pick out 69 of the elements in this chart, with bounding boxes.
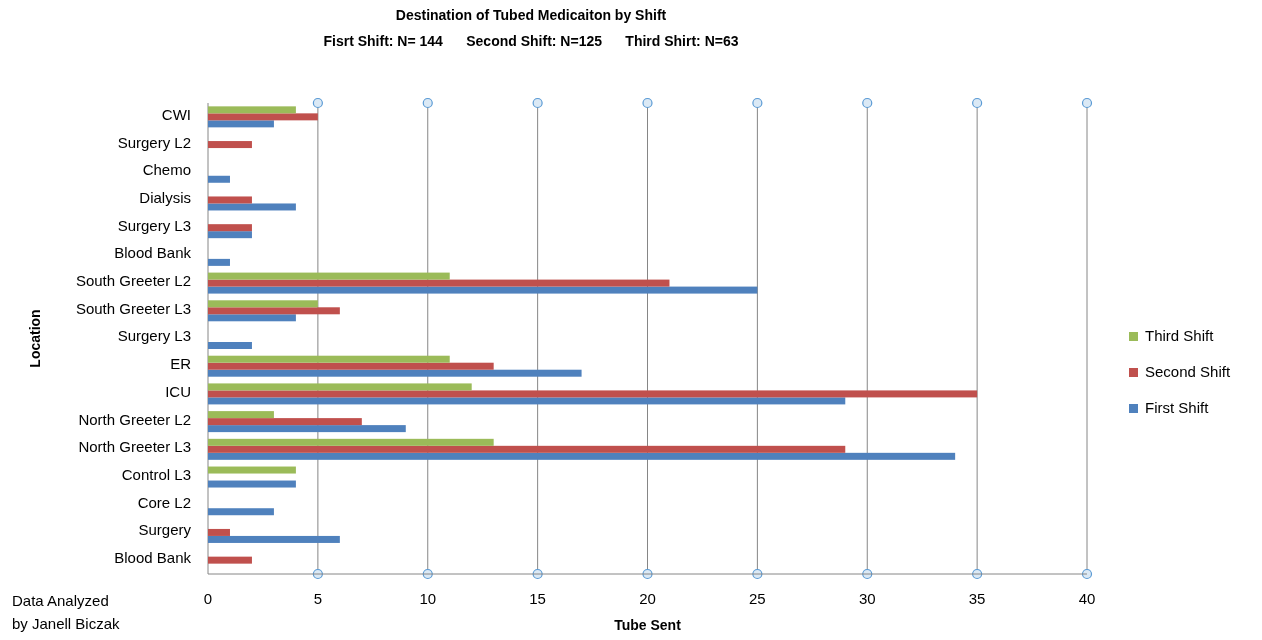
- bar: [208, 411, 274, 419]
- y-tick-label: CWI: [161, 105, 191, 123]
- bar: [208, 452, 956, 460]
- bar: [208, 231, 252, 239]
- bar: [208, 480, 296, 488]
- bar: [208, 342, 252, 349]
- bar: [208, 535, 340, 543]
- bar: [208, 120, 274, 128]
- bar: [208, 113, 318, 121]
- bar: [208, 300, 318, 308]
- bar: [208, 362, 494, 370]
- bar: [208, 355, 450, 363]
- bar: [208, 286, 758, 294]
- y-tick-label: Surgery L3: [117, 216, 191, 234]
- x-tick-label: 40: [1078, 590, 1096, 607]
- bar: [208, 196, 252, 204]
- bar: [208, 141, 252, 149]
- y-tick-label: Core L2: [137, 493, 191, 511]
- y-tick-label: Dialysis: [139, 188, 191, 206]
- bar: [208, 203, 296, 211]
- bar: [208, 224, 252, 232]
- y-tick-label: South Greeter L3: [75, 299, 191, 317]
- bar: [208, 258, 230, 266]
- bar: [208, 314, 296, 322]
- bar: [208, 508, 274, 516]
- bar: [208, 445, 846, 453]
- bar: [208, 106, 296, 114]
- x-tick-label: 0: [203, 590, 213, 607]
- bar: [208, 369, 582, 377]
- chart-title: Destination of Tubed Medicaiton by Shift: [395, 7, 667, 23]
- legend-label: First Shift: [1145, 399, 1210, 416]
- chart-subtitle: Fisrt Shift: N= 144 Second Shift: N=125 Third Shirt: N=63: [323, 33, 739, 49]
- y-tick-label: Control L3: [121, 466, 191, 483]
- y-tick-label: South Greeter L2: [75, 272, 191, 290]
- y-axis-title: Location: [27, 309, 43, 368]
- x-tick-label: 20: [639, 590, 656, 607]
- y-tick-label: Surgery L3: [117, 327, 191, 345]
- bar: [208, 279, 670, 287]
- x-tick-label: 15: [529, 590, 546, 607]
- y-tick-label: Blood Bank: [114, 244, 192, 262]
- bar: [208, 272, 450, 280]
- bar: [208, 466, 296, 474]
- y-tick-label: North Greeter L3: [78, 438, 191, 456]
- y-tick-label: Blood Bank: [114, 549, 192, 567]
- y-tick-label: Chemo: [142, 161, 191, 179]
- x-tick-label: 25: [749, 590, 766, 607]
- legend-label: Second Shift: [1145, 363, 1231, 380]
- bar: [208, 383, 472, 391]
- bar: [208, 425, 406, 433]
- bar: [208, 397, 846, 405]
- x-axis-title: Tube Sent: [614, 617, 682, 633]
- x-tick-label: 10: [419, 590, 437, 607]
- text: Data Analyzed by Janell Biczak: [12, 592, 121, 632]
- bar: [208, 175, 230, 183]
- bar: [208, 418, 362, 426]
- y-tick-label: ER: [170, 355, 192, 373]
- y-tick-label: North Greeter L2: [78, 410, 191, 428]
- x-tick-label: 35: [968, 590, 986, 607]
- y-tick-label: Surgery L2: [117, 133, 191, 151]
- bar: [208, 556, 252, 564]
- y-tick-label: Surgery: [138, 521, 192, 539]
- x-tick-label: 5: [313, 590, 323, 607]
- x-tick-label: 30: [858, 590, 876, 607]
- bar: [208, 528, 230, 536]
- bar: [208, 307, 340, 315]
- bar: [208, 390, 978, 398]
- legend-label: Third Shift: [1145, 327, 1215, 344]
- y-tick-label: ICU: [165, 382, 191, 400]
- bar: [208, 438, 494, 446]
